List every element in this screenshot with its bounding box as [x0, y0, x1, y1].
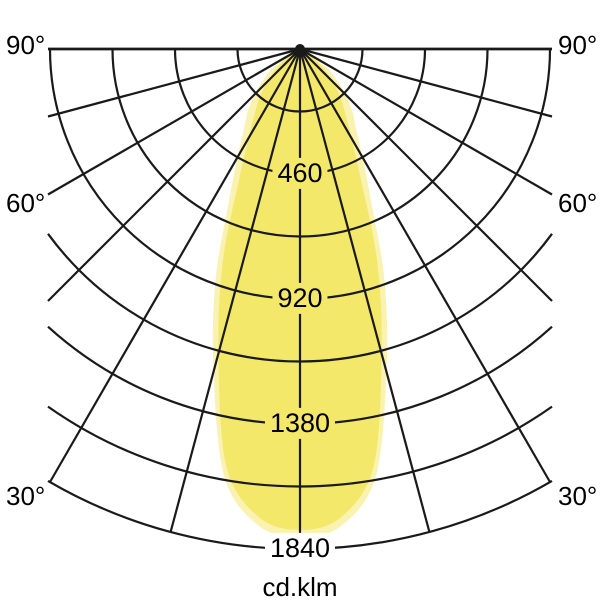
angle-label-60-right: 60°	[558, 187, 598, 218]
angle-label-30-left: 30°	[6, 480, 46, 511]
angle-label-60-left: 60°	[6, 187, 46, 218]
ring-label-1380: 1380	[264, 407, 336, 439]
ring-label-1840: 1840	[264, 532, 336, 564]
ring-label-460: 460	[272, 157, 328, 189]
angle-label-30-right: 30°	[558, 480, 598, 511]
angle-label-90-left: 90°	[6, 29, 46, 60]
angle-label-90-right: 90°	[558, 29, 598, 60]
unit-label: cd.klm	[262, 572, 338, 600]
ring-label-920: 920	[272, 282, 328, 314]
